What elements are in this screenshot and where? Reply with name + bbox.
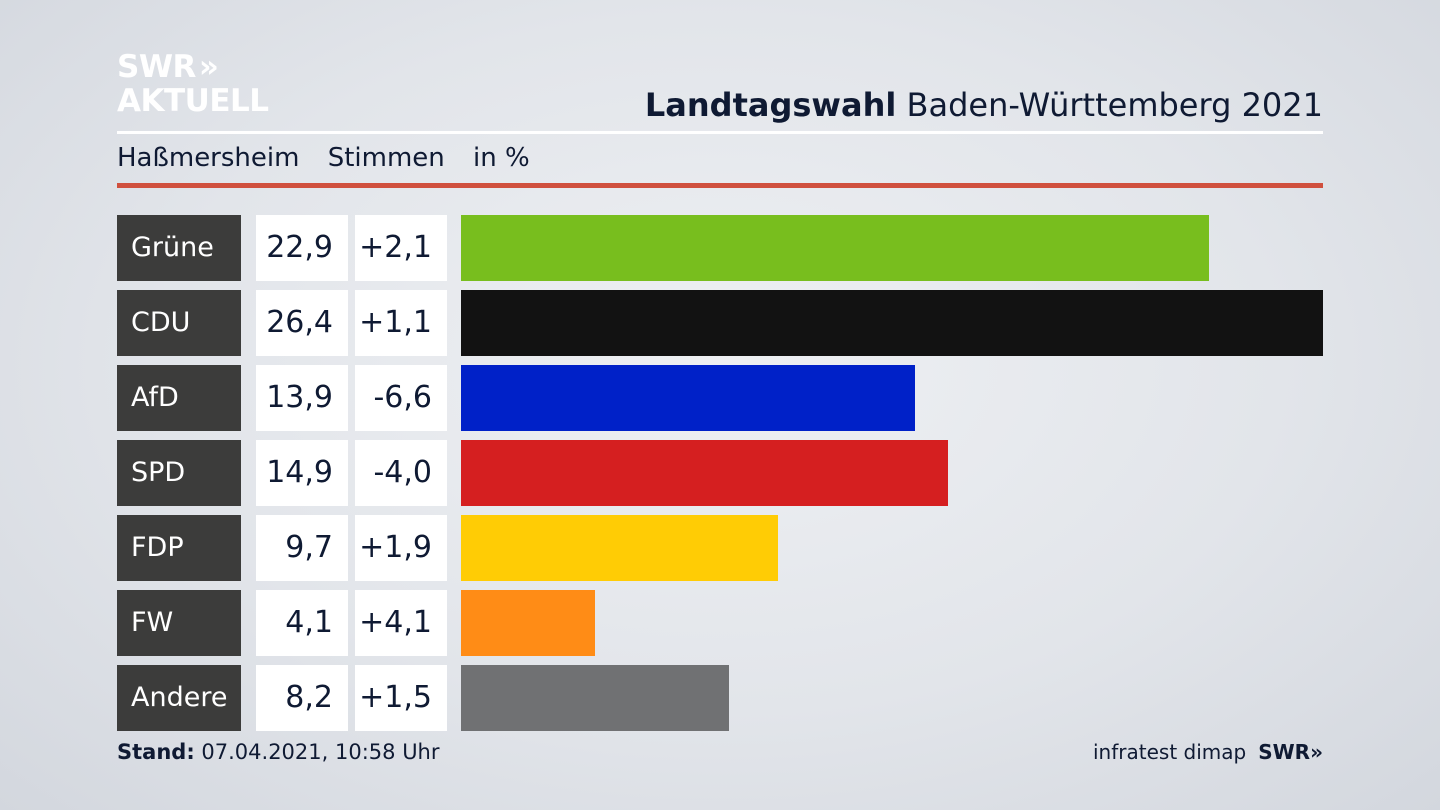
vote-share-value: 22,9 — [256, 215, 348, 281]
subtitle-place: Haßmersheim — [117, 143, 300, 173]
result-bar — [461, 515, 778, 581]
source-credit: infratest dimap SWR» — [1093, 740, 1323, 764]
party-label: FW — [117, 590, 241, 656]
vote-change-value: +1,9 — [355, 515, 447, 581]
logo-arrows-icon: » — [198, 49, 219, 85]
result-bar — [461, 215, 1209, 281]
title-rest: Baden-Württemberg 2021 — [906, 86, 1324, 124]
vote-share-value: 4,1 — [256, 590, 348, 656]
vote-change-value: +1,1 — [355, 290, 447, 356]
vote-change-value: +4,1 — [355, 590, 447, 656]
party-label: CDU — [117, 290, 241, 356]
source-label: infratest dimap — [1093, 740, 1247, 764]
result-bar — [461, 665, 729, 731]
vote-share-value: 14,9 — [256, 440, 348, 506]
party-label: SPD — [117, 440, 241, 506]
brand-arrows-icon: » — [1310, 740, 1323, 764]
vote-change-value: -6,6 — [355, 365, 447, 431]
accent-divider — [117, 183, 1323, 188]
result-bar — [461, 440, 948, 506]
vote-change-value: +2,1 — [355, 215, 447, 281]
page-title: Landtagswahl Baden-Württemberg 2021 — [645, 86, 1323, 124]
result-bar — [461, 290, 1323, 356]
vote-share-value: 26,4 — [256, 290, 348, 356]
subtitle-metric: Stimmen — [327, 143, 445, 173]
subtitle-unit: in % — [473, 143, 530, 173]
result-row: FW 4,1 +4,1 — [117, 590, 1323, 656]
result-bar — [461, 590, 595, 656]
header-divider — [117, 131, 1323, 134]
result-row: Andere 8,2 +1,5 — [117, 665, 1323, 731]
result-row: FDP 9,7 +1,9 — [117, 515, 1323, 581]
chart-subtitle: Haßmersheim Stimmen in % — [117, 143, 550, 173]
party-label: Grüne — [117, 215, 241, 281]
result-row: CDU 26,4 +1,1 — [117, 290, 1323, 356]
stand-label: Stand: — [117, 740, 195, 764]
vote-change-value: +1,5 — [355, 665, 447, 731]
logo-line-2: AKTUELL — [117, 83, 269, 119]
party-label: FDP — [117, 515, 241, 581]
result-bar — [461, 365, 915, 431]
vote-share-value: 9,7 — [256, 515, 348, 581]
result-row: SPD 14,9 -4,0 — [117, 440, 1323, 506]
party-label: AfD — [117, 365, 241, 431]
stand-value: 07.04.2021, 10:58 Uhr — [201, 740, 440, 764]
result-row: AfD 13,9 -6,6 — [117, 365, 1323, 431]
party-label: Andere — [117, 665, 241, 731]
vote-change-value: -4,0 — [355, 440, 447, 506]
logo-line-1: SWR — [117, 49, 196, 85]
vote-share-value: 13,9 — [256, 365, 348, 431]
result-row: Grüne 22,9 +2,1 — [117, 215, 1323, 281]
swr-brand-logo: SWR» — [1258, 740, 1323, 764]
title-bold: Landtagswahl — [644, 86, 897, 124]
swr-aktuell-logo: SWR» AKTUELL — [117, 52, 269, 117]
timestamp: Stand: 07.04.2021, 10:58 Uhr — [117, 740, 440, 764]
vote-share-value: 8,2 — [256, 665, 348, 731]
